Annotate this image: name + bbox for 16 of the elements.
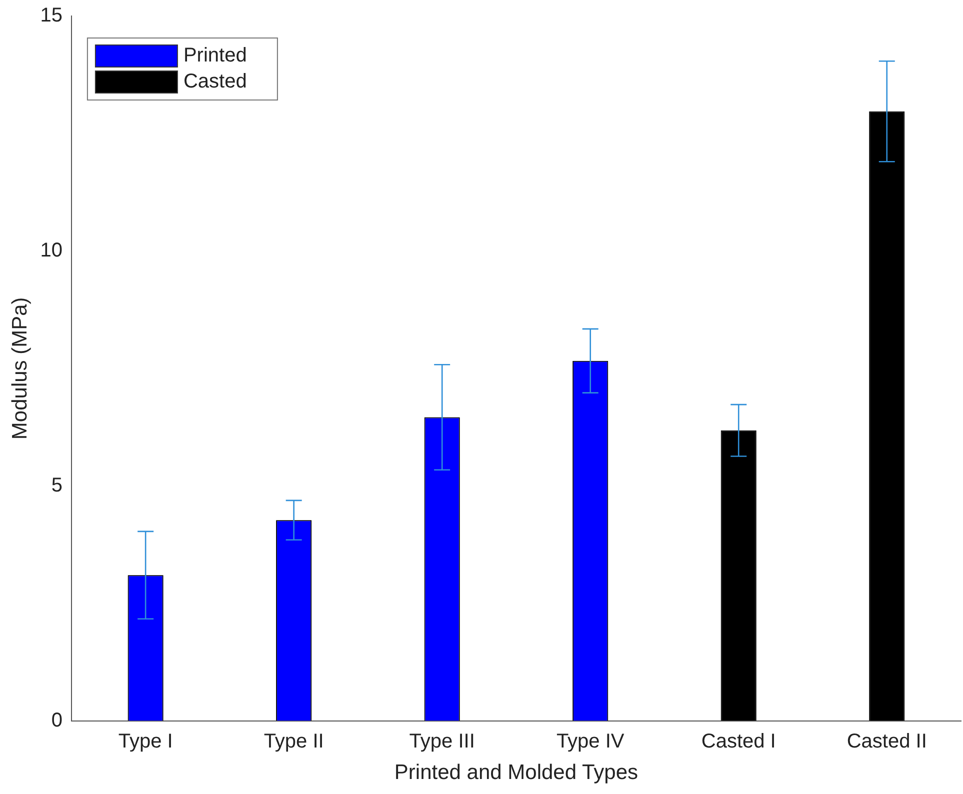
x-axis-title: Printed and Molded Types xyxy=(394,761,638,784)
y-axis-title: Modulus (MPa) xyxy=(8,297,32,440)
y-tick-label: 5 xyxy=(51,474,62,496)
x-tick-label: Type I xyxy=(118,730,173,752)
bar xyxy=(869,111,905,721)
x-tick-label: Type III xyxy=(409,730,475,752)
bar xyxy=(720,430,756,721)
x-tick-label: Type IV xyxy=(556,730,625,752)
legend-label: Printed xyxy=(183,44,247,67)
y-tick-label: 10 xyxy=(40,239,62,262)
x-tick-label: Casted II xyxy=(846,730,927,752)
x-tick-label: Type II xyxy=(264,730,324,752)
y-tick-label: 0 xyxy=(51,709,62,732)
x-tick-label: Casted I xyxy=(701,730,776,752)
legend-label: Casted xyxy=(183,70,247,93)
y-tick-label: 15 xyxy=(40,4,62,27)
